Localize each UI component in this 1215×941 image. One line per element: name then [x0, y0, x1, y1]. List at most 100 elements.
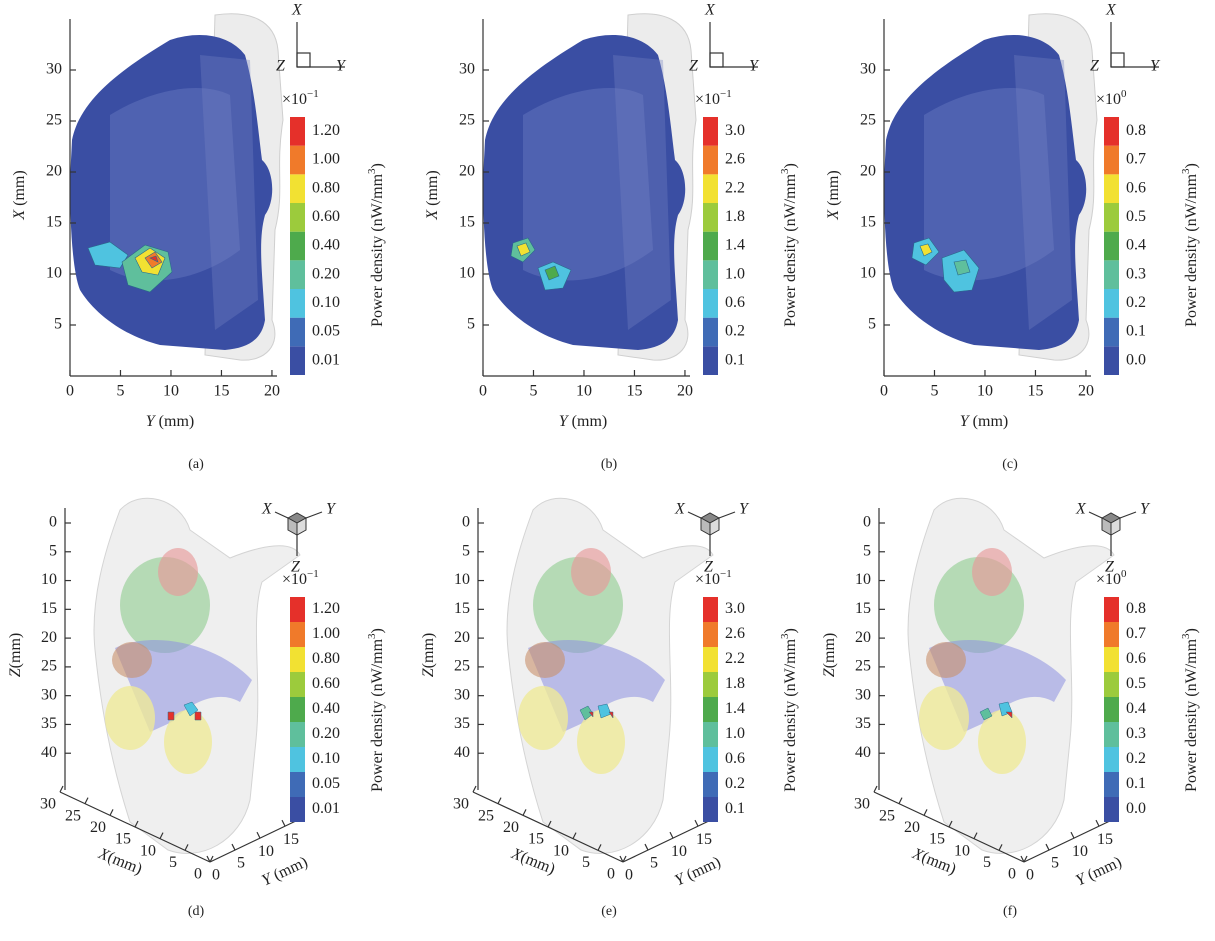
colorbar-segment: [290, 317, 305, 347]
axis-unit: (mm): [825, 170, 842, 206]
colorbar-segment: [1104, 597, 1119, 622]
axis-variable: Y: [960, 413, 971, 430]
x-tick-label: 15: [528, 831, 544, 848]
z-tick-label: 40: [454, 744, 470, 761]
z-tick-label: 25: [41, 658, 57, 675]
colorbar-segment: [290, 174, 305, 203]
y-tick: [206, 855, 211, 863]
colorbar-label-end: ): [1183, 163, 1200, 168]
organ: [972, 548, 1012, 596]
colorbar-segment: [1104, 231, 1119, 261]
colorbar-exponent: ×100: [1096, 568, 1127, 588]
y-tick-label: 5: [467, 316, 475, 333]
exponent-power: 0: [1121, 568, 1127, 580]
x-tick-label: 5: [116, 383, 124, 400]
orient-axis: [687, 511, 702, 519]
panel-label: (e): [601, 904, 617, 919]
z-tick-label: 35: [41, 715, 57, 732]
brain-region: [1014, 55, 1072, 330]
colorbar-label-end: ): [369, 163, 386, 168]
z-tick-label: 5: [863, 542, 871, 559]
colorbar-segment: [703, 722, 718, 747]
colorbar-tick-label: 0.20: [312, 265, 340, 282]
orient-label: X: [291, 2, 303, 19]
orient-label: Y: [336, 58, 347, 75]
colorbar-tick-label: 0.8: [1126, 122, 1146, 139]
colorbar-segment: [703, 797, 718, 822]
orient-box: [1110, 52, 1125, 68]
x-tick-label: 30: [40, 796, 56, 813]
exponent-base: ×10: [1096, 91, 1121, 108]
organ: [518, 686, 568, 750]
hotspot: [194, 711, 202, 721]
y-tick: [256, 831, 261, 839]
axis-unit: (mm): [684, 853, 723, 883]
colorbar-label-main: Power density (nW/mm: [1183, 638, 1200, 791]
y-tick-label: 5: [54, 316, 62, 333]
x-tick: [873, 785, 878, 793]
colorbar-label-main: Power density (nW/mm: [369, 638, 386, 791]
organ: [577, 710, 625, 774]
colorbar-tick-label: 0.10: [312, 294, 340, 311]
axis-unit: (mm): [973, 413, 1009, 430]
colorbar-tick-label: 1.8: [725, 208, 745, 225]
hotspot: [516, 242, 531, 257]
colorbar-label-sup: 3: [779, 633, 791, 639]
y-tick-label: 25: [459, 112, 475, 129]
colorbar-label-main: Power density (nW/mm: [782, 173, 799, 326]
axis-variable: X: [424, 209, 441, 221]
panel-label: (b): [601, 457, 618, 472]
colorbar-label-sup: 3: [1180, 633, 1192, 639]
y-tick-label: 10: [1072, 843, 1088, 860]
y-tick-label: 10: [459, 265, 475, 282]
exponent-power: −1: [307, 568, 319, 580]
colorbar-label-main: Power density (nW/mm: [369, 173, 386, 326]
axis-variable: Z: [420, 667, 437, 677]
colorbar-tick-label: 0.05: [312, 323, 340, 340]
colorbar-segment: [1104, 117, 1119, 146]
axis-label: Z(mm): [7, 633, 24, 677]
colorbar-segment: [703, 317, 718, 347]
axis-label: Y(mm): [960, 413, 1008, 430]
colorbar-tick-label: 0.60: [312, 675, 340, 692]
y-tick-label: 20: [860, 163, 876, 180]
colorbar-segment: [1104, 289, 1119, 318]
x-tick: [472, 785, 477, 793]
colorbar-segment: [1104, 722, 1119, 747]
colorbar-tick-label: 1.8: [725, 675, 745, 692]
y-tick-label: 30: [46, 61, 62, 78]
x-tick-label: 10: [977, 383, 993, 400]
x-tick-label: 15: [929, 831, 945, 848]
colorbar-segment: [290, 722, 305, 747]
colorbar-tick-label: 0.1: [725, 800, 745, 817]
y-tick: [281, 819, 286, 827]
colorbar-tick-label: 0.05: [312, 775, 340, 792]
z-tick-label: 10: [454, 571, 470, 588]
x-tick: [597, 844, 602, 851]
brain-slice: [70, 35, 273, 350]
exponent-base: ×10: [695, 91, 720, 108]
axis-unit: (mm): [11, 170, 28, 206]
x-tick-label: 0: [66, 383, 74, 400]
colorbar-segment: [290, 622, 305, 647]
orient-label: Z: [1090, 58, 1100, 75]
colorbar-tick-label: 0.6: [725, 750, 745, 767]
colorbar-label-main: Power density (nW/mm: [1183, 173, 1200, 326]
colorbar-tick-label: 0.01: [312, 800, 340, 817]
x-tick: [547, 820, 552, 828]
x-tick: [134, 820, 139, 828]
x-tick: [1023, 855, 1028, 863]
colorbar-segment: [1104, 647, 1119, 672]
colorbar-segment: [703, 772, 718, 797]
y-tick-label: 0: [1026, 867, 1034, 884]
colorbar-exponent: ×10−1: [282, 88, 319, 108]
colorbar-segment: [1104, 772, 1119, 797]
y-tick-label: 15: [696, 831, 712, 848]
x-tick: [159, 832, 164, 839]
orient-label: Z: [704, 559, 714, 576]
z-tick-label: 40: [41, 744, 57, 761]
colorbar-exponent: ×100: [1096, 88, 1127, 108]
colorbar-label-sup: 3: [366, 633, 378, 639]
colorbar-segment: [703, 289, 718, 318]
